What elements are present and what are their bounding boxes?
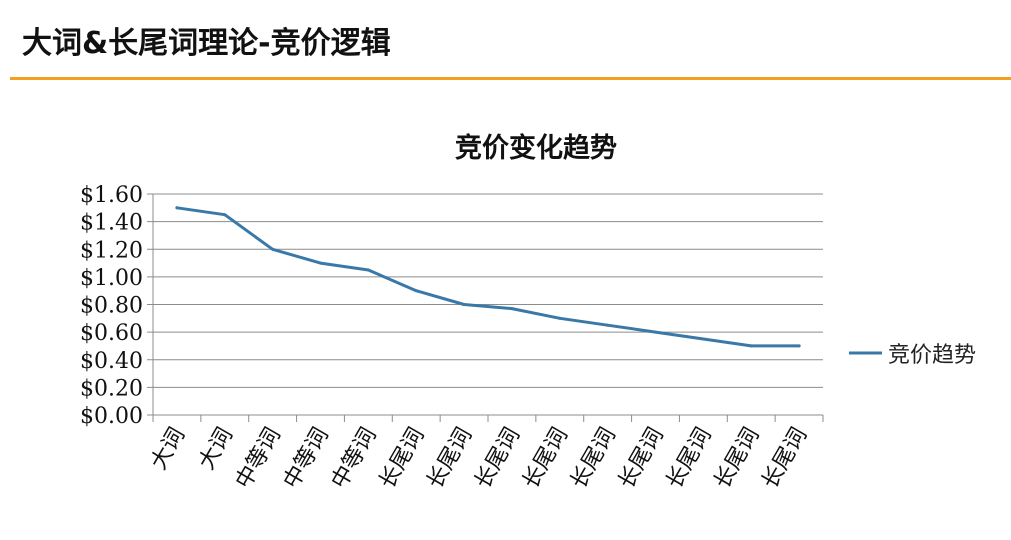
- x-tick-label: 长尾词: [375, 424, 430, 494]
- y-tick-label: $0.20: [80, 376, 143, 401]
- x-tick-label: 长尾词: [710, 424, 765, 494]
- axes: [147, 193, 824, 422]
- data-point: [271, 247, 275, 251]
- data-point: [366, 268, 370, 272]
- gridlines: [153, 193, 823, 388]
- x-tick-label: 长尾词: [566, 424, 621, 494]
- data-point: [319, 261, 322, 265]
- x-tick-label: 大词: [146, 424, 190, 475]
- series-line: [175, 206, 801, 348]
- line-chart: 竞价变化趋势 $0.00 $0.20$0.40 $0.60$0.80 $1.00 $1.…: [80, 132, 976, 493]
- x-tick-label: 中等词: [327, 424, 382, 494]
- x-tick-label: 长尾词: [423, 423, 478, 493]
- y-tick-label: $0.00: [80, 404, 143, 429]
- data-point: [223, 213, 227, 217]
- slide-title: 大词&长尾词理论-竞价逻辑: [22, 26, 391, 61]
- data-point: [606, 323, 610, 327]
- x-tick-label: 长尾词: [518, 424, 573, 494]
- x-tick-label: 长尾词: [662, 424, 717, 494]
- y-tick-label: $1.20: [80, 238, 143, 263]
- title-rule: [10, 77, 1011, 80]
- data-point: [175, 206, 179, 210]
- legend-label: 竞价趋势: [888, 343, 976, 368]
- y-tick-label: $1.00: [80, 266, 143, 291]
- data-point: [749, 344, 753, 348]
- x-tick-label: 长尾词: [470, 424, 525, 494]
- series-lines: [175, 206, 801, 348]
- legend: 竞价趋势: [849, 343, 976, 368]
- data-point: [414, 289, 418, 293]
- y-tick-label: $1.40: [80, 211, 143, 236]
- x-tick-label: 中等词: [279, 424, 334, 494]
- data-point: [510, 307, 514, 311]
- x-tick-label: 长尾词: [614, 424, 669, 494]
- y-tick-label: $0.60: [80, 321, 143, 346]
- x-tick-label: 长尾词: [758, 424, 813, 494]
- chart-title: 竞价变化趋势: [455, 132, 617, 164]
- data-point: [701, 337, 705, 341]
- data-point: [462, 303, 466, 306]
- y-tick-label: $0.40: [80, 349, 143, 374]
- y-axis-tick-labels: $0.00 $0.20$0.40 $0.60$0.80 $1.00 $1.20$1.40…: [80, 183, 143, 429]
- x-tick-label: 中等词: [231, 424, 286, 494]
- data-point: [797, 344, 801, 348]
- x-tick-label: 大词: [194, 424, 238, 475]
- data-point: [558, 316, 562, 320]
- chart-area: 竞价变化趋势 $0.00 $0.20 $0.40 $0.60 $0.80 $1.00 $1.…: [0, 90, 1011, 536]
- data-point: [654, 330, 657, 334]
- y-tick-label: $1.60: [80, 183, 143, 208]
- y-tick-label: $0.80: [80, 294, 143, 319]
